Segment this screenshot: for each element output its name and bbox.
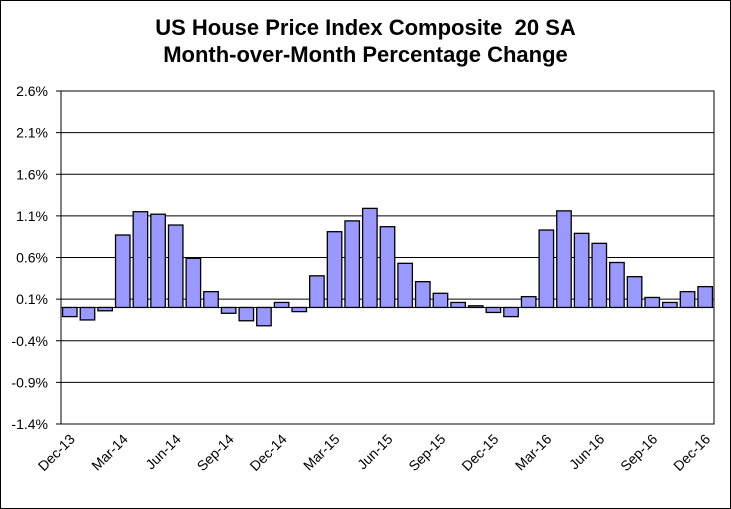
y-tick-label: -1.4% [11,416,48,432]
bar [361,207,378,309]
x-tick-label: Dec-16 [670,431,713,474]
y-tick-label: -0.4% [11,333,48,349]
y-tick-label: 1.1% [16,208,48,224]
bar [203,290,219,309]
bar [344,220,361,309]
x-tick-label: Sep-15 [405,431,448,474]
x-tick-label: Dec-14 [246,431,289,474]
bar [503,306,519,318]
x-tick-label: Mar-16 [512,431,555,474]
y-tick-label: 2.1% [16,125,48,141]
bar [309,275,325,309]
bar [61,306,78,318]
x-tick-label: Sep-16 [617,431,660,474]
bar [414,280,431,309]
bar [626,275,643,309]
x-tick-label: Mar-14 [88,431,131,474]
bar [79,306,96,321]
y-tick-labels: 2.6% 2.1% 1.6% 1.1% 0.6% 0.1% -0.4% -0.9% -1.4% [11,83,48,432]
bar [644,296,661,309]
bar [591,242,608,309]
bar [661,301,678,309]
x-tick-label: Jun-14 [142,431,184,473]
chart-title-line-1: US House Price Index Composite 20 SA [155,15,576,40]
y-tick-label: 0.1% [16,291,48,307]
bar [609,261,625,309]
bar [450,301,466,309]
x-tick-labels: Dec-13 Mar-14 Jun-14 Sep-14 Dec-14 Mar-15 Jun-… [35,431,714,474]
bar [273,301,290,309]
bar [291,306,308,313]
bar [697,285,714,309]
x-tick-label: Sep-14 [194,431,237,474]
y-tick-label: -0.9% [11,374,48,390]
axes [60,90,715,425]
plot-area-border [60,90,715,425]
bars [61,207,714,327]
x-tick-label: Jun-16 [566,431,608,473]
bar [556,210,572,309]
chart-title-line-2: Month-over-Month Percentage Change [163,42,568,67]
y-tick-label: 1.6% [16,166,48,182]
x-tick-label: Dec-15 [458,431,501,474]
bar [326,231,343,309]
chart-title: US House Price Index Composite 20 SA Mon… [0,14,731,68]
bar [185,257,202,309]
y-tick-label: 2.6% [16,83,48,99]
bar [397,262,414,309]
bar [538,229,555,309]
x-tick-label: Jun-15 [354,431,396,473]
bar [485,306,502,314]
x-tick-label: Mar-15 [300,431,343,474]
bar [679,290,696,309]
bar [432,292,449,309]
bar [573,232,590,309]
bar [150,213,166,309]
bar [520,295,537,309]
y-tick-label: 0.6% [16,250,48,266]
bar [238,306,255,322]
bar [114,234,131,309]
bar [379,226,396,309]
bar [167,224,184,309]
bar [256,306,272,327]
bar [220,306,237,314]
bar [132,211,149,309]
x-tick-label: Dec-13 [35,431,78,474]
